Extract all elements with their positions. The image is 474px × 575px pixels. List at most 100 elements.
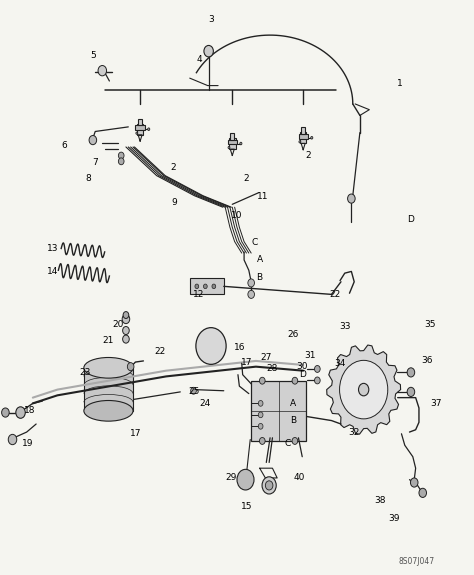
Circle shape bbox=[118, 158, 124, 165]
Text: 25: 25 bbox=[189, 388, 200, 396]
Text: 12: 12 bbox=[192, 290, 204, 299]
Circle shape bbox=[240, 142, 242, 145]
Text: 2: 2 bbox=[244, 174, 249, 183]
Text: 1: 1 bbox=[397, 79, 403, 89]
Text: 19: 19 bbox=[22, 439, 34, 448]
Text: 21: 21 bbox=[103, 336, 114, 345]
Text: 13: 13 bbox=[47, 244, 58, 253]
Text: 16: 16 bbox=[234, 343, 245, 352]
Bar bbox=[136, 125, 145, 130]
Circle shape bbox=[248, 290, 255, 298]
Circle shape bbox=[98, 66, 107, 76]
Text: B: B bbox=[290, 416, 296, 425]
Ellipse shape bbox=[84, 401, 133, 421]
Bar bbox=[228, 140, 237, 144]
Circle shape bbox=[196, 328, 226, 365]
Circle shape bbox=[358, 384, 369, 396]
Circle shape bbox=[204, 45, 213, 57]
Text: 7: 7 bbox=[92, 158, 98, 167]
Circle shape bbox=[347, 194, 355, 203]
Circle shape bbox=[258, 423, 263, 429]
Circle shape bbox=[123, 327, 129, 335]
Bar bbox=[251, 381, 306, 441]
Ellipse shape bbox=[84, 358, 133, 378]
Circle shape bbox=[299, 141, 301, 143]
Text: 24: 24 bbox=[199, 399, 210, 408]
Circle shape bbox=[191, 388, 196, 394]
Circle shape bbox=[248, 279, 255, 287]
Circle shape bbox=[203, 284, 207, 289]
Text: 29: 29 bbox=[226, 473, 237, 482]
Text: 26: 26 bbox=[287, 330, 299, 339]
Bar bbox=[84, 368, 133, 411]
Circle shape bbox=[123, 335, 129, 343]
Text: A: A bbox=[256, 255, 263, 264]
Text: 10: 10 bbox=[231, 211, 243, 220]
Text: 37: 37 bbox=[431, 399, 442, 408]
Text: 30: 30 bbox=[296, 362, 308, 371]
Circle shape bbox=[128, 363, 134, 371]
Text: 2: 2 bbox=[170, 163, 176, 171]
Text: D: D bbox=[408, 215, 414, 224]
Circle shape bbox=[311, 136, 313, 139]
Circle shape bbox=[148, 128, 150, 131]
Text: 33: 33 bbox=[339, 322, 350, 331]
Circle shape bbox=[136, 132, 138, 135]
Circle shape bbox=[16, 407, 25, 418]
Circle shape bbox=[410, 478, 418, 487]
Circle shape bbox=[292, 438, 298, 444]
Circle shape bbox=[258, 401, 263, 406]
Circle shape bbox=[122, 315, 130, 324]
Text: 22: 22 bbox=[330, 290, 341, 299]
Text: A: A bbox=[290, 399, 296, 408]
Text: 11: 11 bbox=[257, 193, 269, 201]
Circle shape bbox=[407, 368, 415, 377]
Text: 27: 27 bbox=[261, 353, 272, 362]
Text: 28: 28 bbox=[267, 365, 278, 373]
Text: 17: 17 bbox=[241, 358, 252, 367]
Text: 9: 9 bbox=[172, 198, 177, 207]
Text: D: D bbox=[299, 370, 306, 379]
Text: 20: 20 bbox=[112, 320, 124, 329]
Text: 32: 32 bbox=[348, 428, 360, 436]
Circle shape bbox=[228, 147, 230, 149]
Bar bbox=[300, 132, 307, 143]
Text: 31: 31 bbox=[304, 351, 316, 360]
Circle shape bbox=[89, 136, 97, 145]
Polygon shape bbox=[327, 345, 401, 434]
Text: 18: 18 bbox=[24, 407, 36, 415]
Circle shape bbox=[407, 388, 415, 397]
Circle shape bbox=[123, 312, 129, 319]
Bar bbox=[230, 133, 234, 140]
Text: 17: 17 bbox=[129, 430, 141, 438]
Text: 2: 2 bbox=[305, 151, 310, 160]
Bar bbox=[190, 278, 224, 294]
Text: 34: 34 bbox=[334, 359, 346, 368]
Text: 38: 38 bbox=[374, 496, 385, 505]
Bar bbox=[138, 119, 142, 125]
Text: 8S07J047: 8S07J047 bbox=[399, 557, 435, 566]
Text: 39: 39 bbox=[388, 513, 400, 523]
Text: 4: 4 bbox=[196, 55, 202, 64]
Circle shape bbox=[292, 377, 298, 384]
Circle shape bbox=[259, 377, 265, 384]
Text: 14: 14 bbox=[47, 267, 58, 276]
Circle shape bbox=[419, 488, 427, 497]
Text: 40: 40 bbox=[294, 473, 305, 482]
Circle shape bbox=[237, 469, 254, 490]
Text: 8: 8 bbox=[85, 174, 91, 183]
Text: B: B bbox=[256, 273, 263, 282]
Text: C: C bbox=[252, 238, 258, 247]
Text: 22: 22 bbox=[155, 347, 166, 356]
Circle shape bbox=[315, 366, 320, 373]
Circle shape bbox=[315, 377, 320, 384]
Circle shape bbox=[258, 412, 263, 417]
Text: 35: 35 bbox=[424, 320, 436, 329]
Circle shape bbox=[265, 481, 273, 490]
Circle shape bbox=[212, 284, 216, 289]
Circle shape bbox=[259, 438, 265, 444]
Circle shape bbox=[195, 284, 199, 289]
Text: 6: 6 bbox=[62, 141, 67, 150]
Circle shape bbox=[339, 361, 388, 419]
Text: C: C bbox=[285, 439, 291, 448]
